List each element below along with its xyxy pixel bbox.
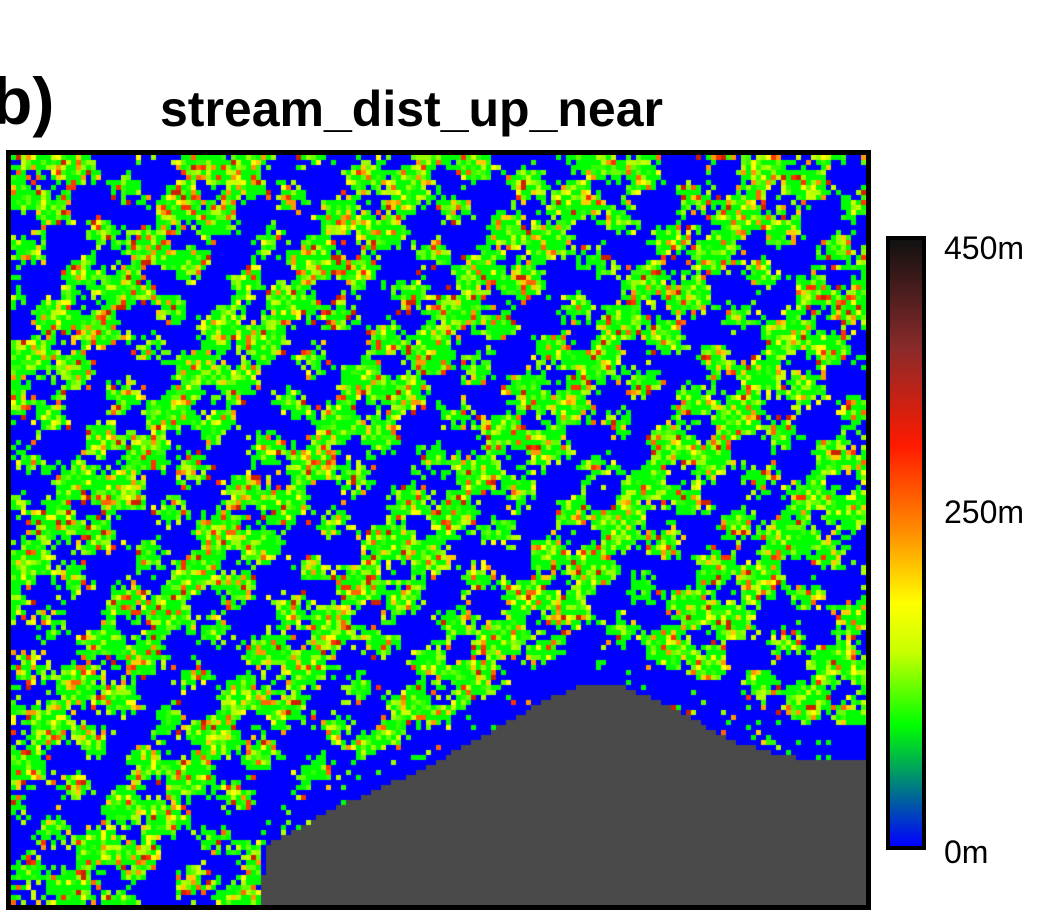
colorbar — [886, 236, 926, 850]
colorbar-min-label: 0m — [944, 834, 989, 870]
panel-letter: b) — [0, 64, 55, 138]
raster-map — [6, 150, 871, 910]
colorbar-mid-label: 250m — [944, 494, 1025, 530]
raster-canvas — [11, 155, 866, 905]
colorbar-max-label: 450m — [944, 230, 1025, 266]
map-title: stream_dist_up_near — [160, 81, 664, 137]
